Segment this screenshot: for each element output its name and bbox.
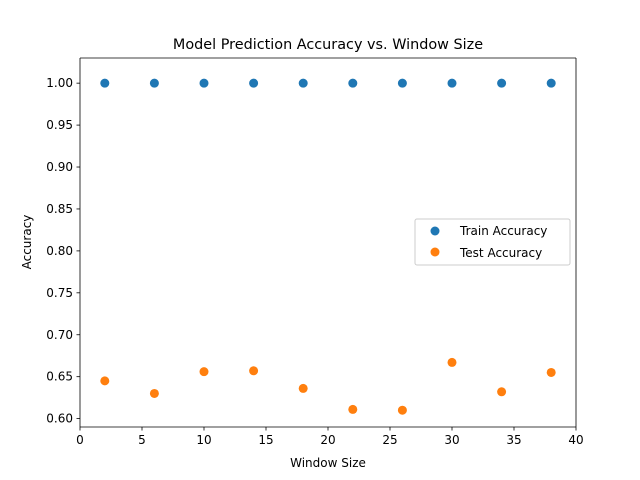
y-tick-label: 0.60 (46, 412, 73, 426)
y-tick-label: 0.90 (46, 160, 73, 174)
y-tick-label: 0.65 (46, 370, 73, 384)
x-tick-label: 30 (444, 433, 459, 447)
point-train-accuracy-1 (100, 78, 110, 88)
y-tick-label: 0.75 (46, 286, 73, 300)
point-train-accuracy-4 (249, 78, 259, 88)
x-tick-label: 10 (196, 433, 211, 447)
x-tick-label: 20 (320, 433, 335, 447)
x-tick-label: 15 (258, 433, 273, 447)
y-tick-label: 0.80 (46, 244, 73, 258)
x-tick-label: 5 (138, 433, 146, 447)
point-test-accuracy-9 (497, 387, 507, 397)
point-train-accuracy-2 (149, 78, 159, 88)
legend: Train Accuracy Test Accuracy (414, 218, 571, 266)
legend-label-test-accuracy: Test Accuracy (459, 246, 542, 260)
point-train-accuracy-6 (348, 78, 358, 88)
point-test-accuracy-6 (348, 404, 358, 414)
legend-label-train-accuracy: Train Accuracy (459, 224, 547, 238)
axes-layer: 0 5 10 15 20 25 30 35 40 0.60 0.65 0.70 0.75 0.80 0.85… (46, 57, 584, 447)
legend-marker-train-accuracy (430, 226, 440, 236)
point-test-accuracy-4 (249, 366, 259, 376)
chart-title: Model Prediction Accuracy vs. Window Siz… (173, 37, 483, 53)
point-train-accuracy-3 (199, 78, 209, 88)
point-train-accuracy-8 (447, 78, 457, 88)
x-axis-label: Window Size (290, 456, 366, 470)
series-layer (100, 78, 556, 415)
point-test-accuracy-5 (298, 383, 308, 393)
legend-box (414, 218, 571, 266)
y-tick-label: 0.85 (46, 202, 73, 216)
x-tick-label: 0 (76, 433, 84, 447)
point-test-accuracy-10 (546, 367, 556, 377)
x-tick-label: 35 (506, 433, 521, 447)
point-train-accuracy-10 (546, 78, 556, 88)
point-test-accuracy-7 (397, 405, 407, 415)
y-tick-label: 1.00 (46, 76, 73, 90)
x-tick-label: 40 (568, 433, 583, 447)
point-train-accuracy-5 (298, 78, 308, 88)
point-test-accuracy-1 (100, 376, 110, 386)
legend-marker-test-accuracy (430, 247, 440, 257)
y-tick-label: 0.95 (46, 118, 73, 132)
point-train-accuracy-9 (497, 78, 507, 88)
point-test-accuracy-3 (199, 367, 209, 377)
point-train-accuracy-7 (397, 78, 407, 88)
x-tick-label: 25 (382, 433, 397, 447)
y-tick-label: 0.70 (46, 328, 73, 342)
y-axis-label: Accuracy (20, 215, 34, 270)
point-test-accuracy-2 (149, 388, 159, 398)
point-test-accuracy-8 (447, 357, 457, 367)
